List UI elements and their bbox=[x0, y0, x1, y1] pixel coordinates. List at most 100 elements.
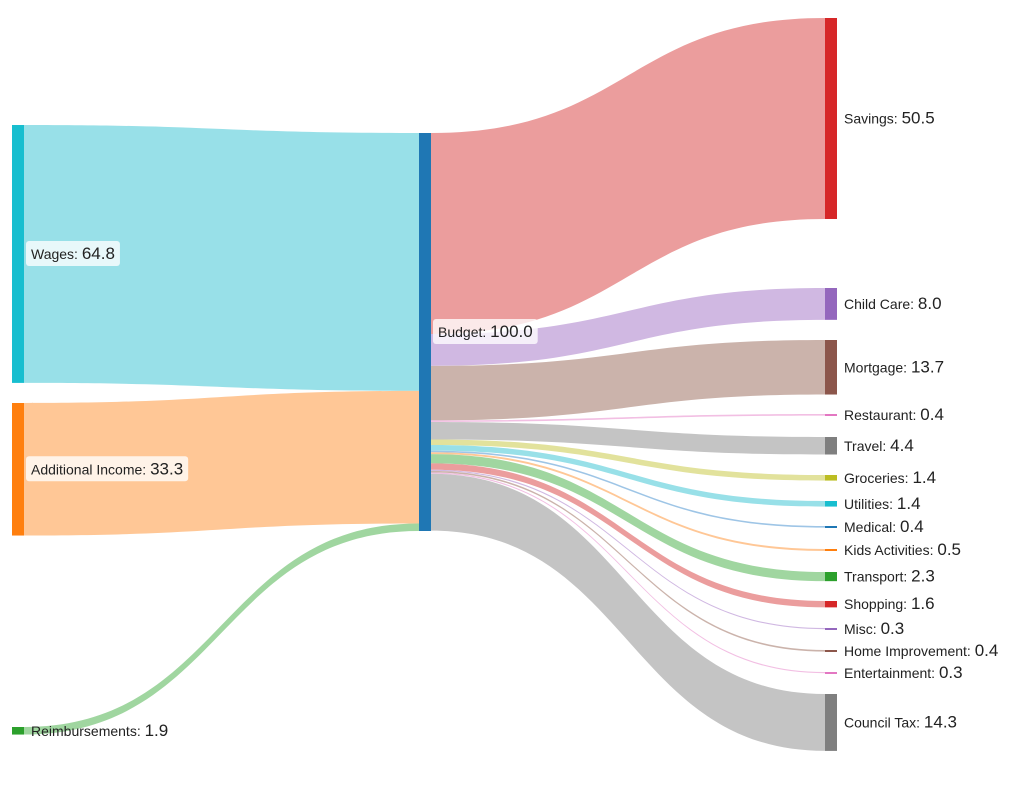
node-value: 0.3 bbox=[881, 619, 905, 638]
svg-text:Travel: 4.4: Travel: 4.4 bbox=[844, 436, 914, 455]
link-budget-to-counciltax[interactable] bbox=[431, 473, 825, 751]
node-label-mortgage: Mortgage: 13.7 bbox=[844, 357, 944, 376]
node-wages[interactable] bbox=[12, 125, 24, 383]
node-restaurant[interactable] bbox=[825, 414, 837, 416]
link-budget-to-groceries[interactable] bbox=[431, 439, 825, 481]
node-label-additional: Additional Income: 33.3 bbox=[26, 456, 189, 482]
node-value: 100.0 bbox=[490, 322, 533, 341]
link-budget-to-childcare[interactable] bbox=[431, 288, 825, 366]
node-label-shopping: Shopping: 1.6 bbox=[844, 594, 935, 613]
link-budget-to-medical[interactable] bbox=[431, 450, 825, 528]
node-name: Travel: bbox=[844, 438, 890, 454]
node-label-homeimp: Home Improvement: 0.4 bbox=[844, 641, 998, 660]
node-value: 0.5 bbox=[937, 540, 961, 559]
node-value: 33.3 bbox=[150, 459, 183, 478]
link-additional-to-budget[interactable] bbox=[24, 390, 419, 536]
node-value: 1.9 bbox=[145, 721, 169, 740]
svg-text:Shopping: 1.6: Shopping: 1.6 bbox=[844, 594, 935, 613]
node-value: 1.4 bbox=[897, 494, 921, 513]
node-value: 13.7 bbox=[911, 357, 944, 376]
node-name: Additional Income: bbox=[31, 461, 150, 477]
node-value: 0.4 bbox=[975, 641, 999, 660]
svg-text:Utilities: 1.4: Utilities: 1.4 bbox=[844, 494, 921, 513]
node-label-transport: Transport: 2.3 bbox=[844, 567, 935, 586]
node-label-reimb: Reimbursements: 1.9 bbox=[31, 721, 168, 740]
node-transport[interactable] bbox=[825, 572, 837, 582]
link-budget-to-restaurant[interactable] bbox=[431, 414, 825, 422]
link-budget-to-utilities[interactable] bbox=[431, 445, 825, 507]
link-budget-to-savings[interactable] bbox=[431, 18, 825, 334]
link-wages-to-budget[interactable] bbox=[24, 125, 419, 391]
node-name: Misc: bbox=[844, 621, 881, 637]
node-label-groceries: Groceries: 1.4 bbox=[844, 468, 936, 487]
node-label-utilities: Utilities: 1.4 bbox=[844, 494, 921, 513]
svg-text:Restaurant: 0.4: Restaurant: 0.4 bbox=[844, 405, 944, 424]
node-name: Mortgage: bbox=[844, 359, 911, 375]
node-savings[interactable] bbox=[825, 18, 837, 219]
node-label-misc: Misc: 0.3 bbox=[844, 619, 904, 638]
node-travel[interactable] bbox=[825, 437, 837, 455]
node-groceries[interactable] bbox=[825, 475, 837, 481]
svg-text:Child Care: 8.0: Child Care: 8.0 bbox=[844, 294, 942, 313]
node-name: Home Improvement: bbox=[844, 643, 975, 659]
node-reimb[interactable] bbox=[12, 727, 24, 735]
node-label-restaurant: Restaurant: 0.4 bbox=[844, 405, 944, 424]
node-name: Entertainment: bbox=[844, 665, 939, 681]
node-value: 8.0 bbox=[918, 294, 942, 313]
node-counciltax[interactable] bbox=[825, 694, 837, 751]
svg-text:Misc: 0.3: Misc: 0.3 bbox=[844, 619, 904, 638]
node-utilities[interactable] bbox=[825, 501, 837, 507]
link-budget-to-shopping[interactable] bbox=[431, 463, 825, 608]
node-label-medical: Medical: 0.4 bbox=[844, 517, 924, 536]
svg-text:Reimbursements: 1.9: Reimbursements: 1.9 bbox=[31, 721, 168, 740]
link-budget-to-transport[interactable] bbox=[431, 454, 825, 582]
node-name: Wages: bbox=[31, 246, 82, 262]
link-budget-to-entertainment[interactable] bbox=[431, 472, 825, 674]
node-value: 0.3 bbox=[939, 663, 963, 682]
link-budget-to-travel[interactable] bbox=[431, 421, 825, 455]
node-name: Shopping: bbox=[844, 596, 911, 612]
node-label-wages: Wages: 64.8 bbox=[26, 240, 120, 266]
node-value: 14.3 bbox=[924, 712, 957, 731]
node-misc[interactable] bbox=[825, 628, 837, 630]
node-name: Restaurant: bbox=[844, 407, 920, 423]
node-name: Savings: bbox=[844, 110, 902, 126]
node-label-travel: Travel: 4.4 bbox=[844, 436, 914, 455]
node-name: Council Tax: bbox=[844, 714, 924, 730]
node-value: 0.4 bbox=[920, 405, 944, 424]
sankey-nodes bbox=[12, 18, 837, 751]
link-budget-to-misc[interactable] bbox=[431, 469, 825, 630]
node-value: 1.4 bbox=[912, 468, 936, 487]
node-childcare[interactable] bbox=[825, 288, 837, 320]
svg-text:Savings: 50.5: Savings: 50.5 bbox=[844, 108, 935, 127]
node-label-counciltax: Council Tax: 14.3 bbox=[844, 712, 957, 731]
node-name: Transport: bbox=[844, 569, 911, 585]
link-budget-to-mortgage[interactable] bbox=[431, 340, 825, 421]
node-value: 1.6 bbox=[911, 594, 935, 613]
svg-text:Additional Income: 33.3: Additional Income: 33.3 bbox=[31, 459, 183, 478]
node-name: Reimbursements: bbox=[31, 723, 145, 739]
node-additional[interactable] bbox=[12, 403, 24, 536]
link-reimb-to-budget[interactable] bbox=[24, 523, 419, 735]
node-mortgage[interactable] bbox=[825, 340, 837, 395]
node-entertainment[interactable] bbox=[825, 672, 837, 674]
sankey-labels: Wages: 64.8 Additional Income: 33.3 Reimbu… bbox=[26, 108, 998, 740]
node-budget[interactable] bbox=[419, 133, 431, 531]
sankey-links bbox=[24, 18, 825, 751]
link-budget-to-kids[interactable] bbox=[431, 452, 825, 551]
svg-text:Transport: 2.3: Transport: 2.3 bbox=[844, 567, 935, 586]
node-kids[interactable] bbox=[825, 549, 837, 551]
svg-text:Council Tax: 14.3: Council Tax: 14.3 bbox=[844, 712, 957, 731]
svg-text:Kids Activities: 0.5: Kids Activities: 0.5 bbox=[844, 540, 961, 559]
label-background bbox=[433, 319, 538, 344]
node-homeimp[interactable] bbox=[825, 650, 837, 652]
node-medical[interactable] bbox=[825, 526, 837, 528]
node-name: Budget: bbox=[438, 324, 490, 340]
node-value: 0.4 bbox=[900, 517, 924, 536]
node-shopping[interactable] bbox=[825, 601, 837, 608]
node-label-savings: Savings: 50.5 bbox=[844, 108, 935, 127]
link-budget-to-homeimp[interactable] bbox=[431, 470, 825, 652]
svg-text:Entertainment: 0.3: Entertainment: 0.3 bbox=[844, 663, 963, 682]
node-name: Kids Activities: bbox=[844, 542, 937, 558]
svg-text:Mortgage: 13.7: Mortgage: 13.7 bbox=[844, 357, 944, 376]
